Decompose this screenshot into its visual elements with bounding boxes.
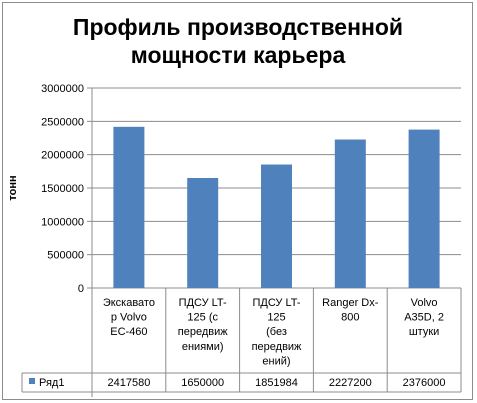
legend-key: [29, 378, 35, 384]
chart-title: Профиль производственной мощности карьер…: [73, 14, 403, 68]
data-table: Ряд1 2417580 1650000 1851984 2227200 2376000: [21, 288, 462, 393]
bar: [261, 164, 292, 288]
y-tick-label: 2500000: [41, 116, 84, 128]
category-label: Volvo A35D, 2 штуки: [404, 297, 444, 338]
bar: [187, 178, 219, 288]
category-label: Ranger Dx-800: [322, 297, 379, 324]
y-axis-label: тонн: [7, 175, 19, 200]
category-label: ПДСУ LT-125 (с передвиж ениями): [178, 297, 228, 353]
y-tick-label: 1000000: [41, 216, 84, 228]
bar: [408, 129, 440, 288]
y-tick-label: 3000000: [41, 83, 84, 95]
gridlines: [92, 87, 461, 256]
y-tick-labels: 0 500000 1000000 1500000 2000000 2500000 30000…: [41, 83, 84, 295]
bar: [113, 126, 145, 288]
category-label: ПДСУ LT-125 (без передвиж ений): [252, 297, 302, 367]
legend-series-name: Ряд1: [39, 377, 64, 389]
bar: [334, 139, 366, 288]
data-table-value: 2417580: [107, 377, 150, 389]
y-tick-label: 500000: [47, 250, 84, 262]
chart-title-line-1: Профиль производственной: [73, 14, 403, 40]
data-table-value: 1851984: [255, 377, 298, 389]
data-table-value: 2376000: [403, 377, 446, 389]
y-tick-label: 1500000: [41, 183, 84, 195]
category-labels: Экскавато р Volvo EC-460 ПДСУ LT-125 (с пере…: [103, 297, 444, 367]
chart-frame: [2, 2, 473, 400]
bars: [113, 126, 440, 288]
y-tick-label: 0: [78, 283, 84, 295]
chart-title-line-2: мощности карьера: [131, 42, 346, 68]
data-table-value: 1650000: [181, 377, 224, 389]
category-label: Экскавато р Volvo EC-460: [103, 297, 155, 338]
y-tick-label: 2000000: [41, 150, 84, 162]
data-table-value: 2227200: [329, 377, 372, 389]
